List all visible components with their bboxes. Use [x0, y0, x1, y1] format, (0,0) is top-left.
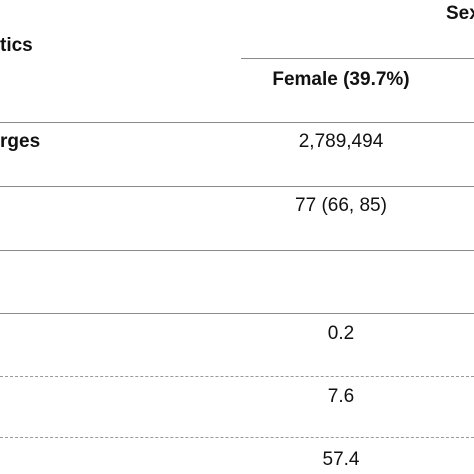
row-divider	[0, 186, 474, 187]
header-bottom-rule	[0, 122, 474, 123]
female-column-header: Female (39.7%)	[272, 69, 410, 90]
sex-group-header: Sex	[446, 3, 474, 24]
group-header-divider	[241, 58, 474, 59]
female-value: 0.2	[327, 323, 355, 344]
female-value: 7.6	[327, 386, 355, 407]
female-value: 2,789,494	[298, 131, 384, 152]
female-value: 57.4	[322, 449, 360, 470]
row-divider	[0, 250, 474, 251]
row-divider-dashed	[0, 376, 474, 377]
row-divider	[0, 313, 474, 314]
female-value: 77 (66, 85)	[295, 195, 387, 216]
row-divider-dashed	[0, 437, 474, 438]
row-label: rges	[0, 131, 41, 152]
characteristics-header: tics	[0, 35, 33, 56]
